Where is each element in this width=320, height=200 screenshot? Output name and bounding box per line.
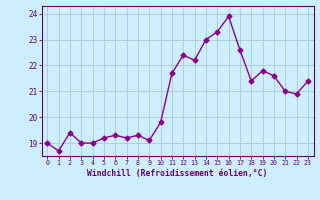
X-axis label: Windchill (Refroidissement éolien,°C): Windchill (Refroidissement éolien,°C) (87, 169, 268, 178)
